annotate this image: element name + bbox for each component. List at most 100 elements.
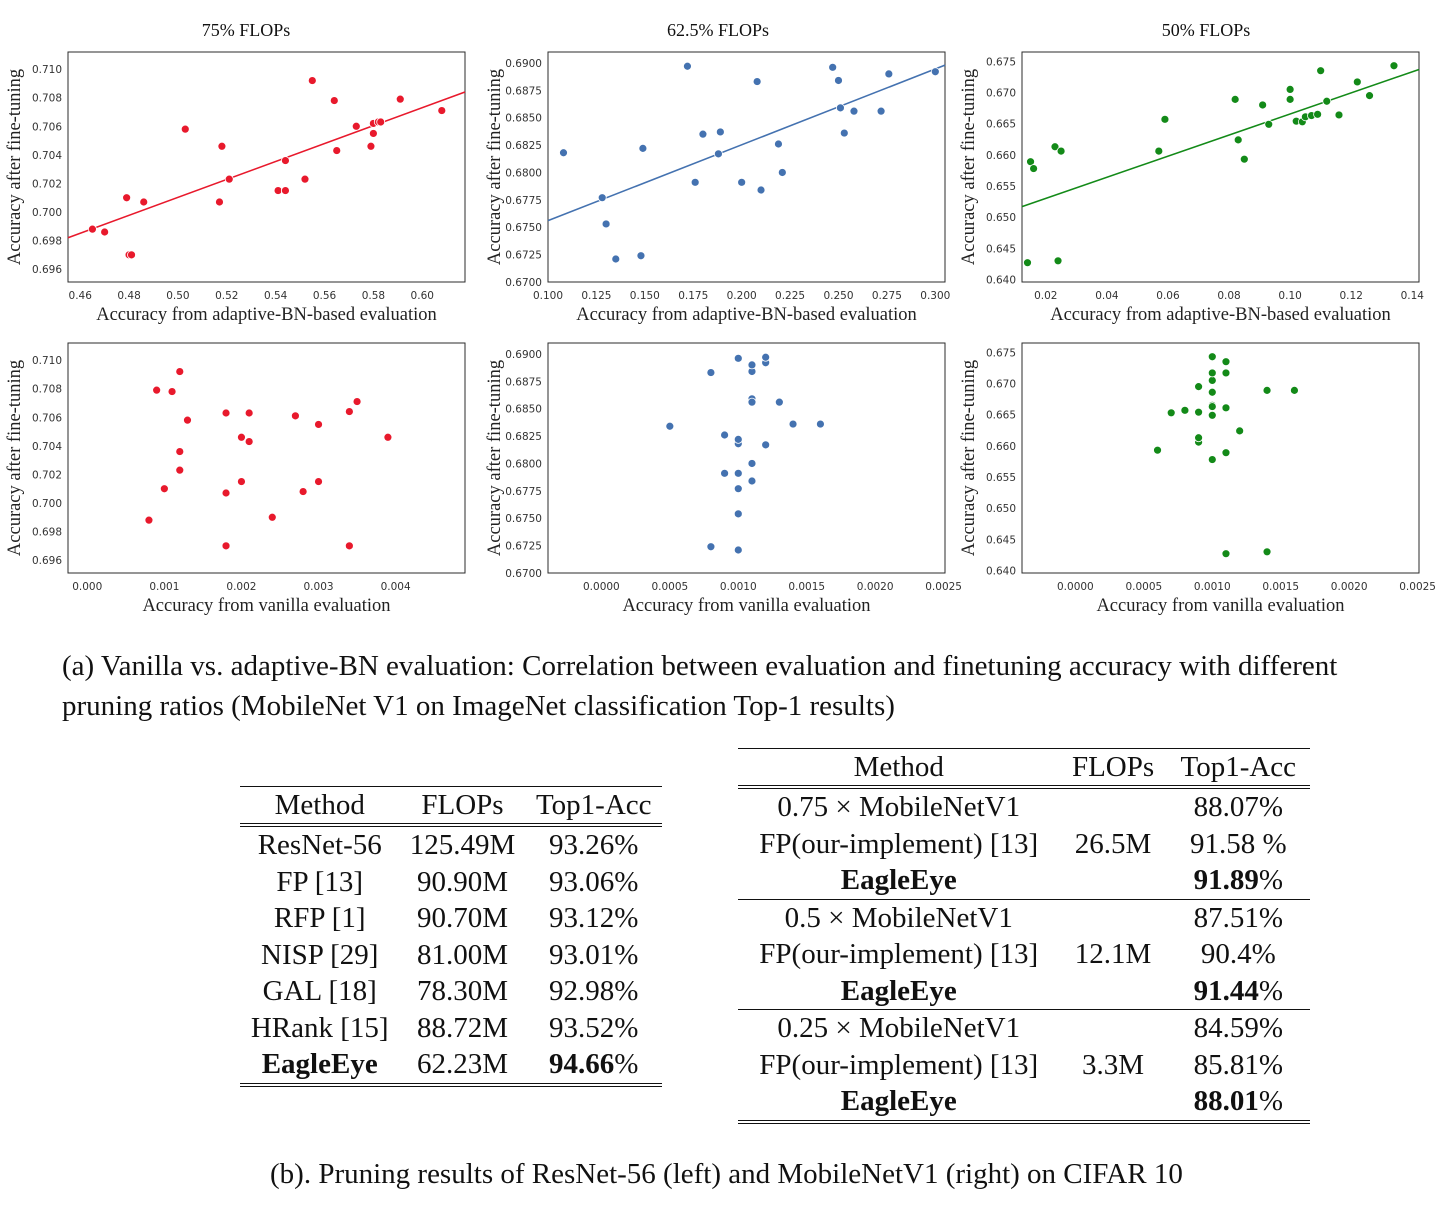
y-tick-label: 0.708 [32,93,62,105]
data-point [273,186,283,195]
y-tick-label: 0.696 [32,555,62,567]
data-point [930,67,940,77]
plot-frame [1021,342,1420,574]
x-tick-label: 0.0000 [583,581,620,593]
flops-cell [1060,1083,1167,1122]
y-axis-label: Accuracy after fine-tuning [959,69,979,265]
x-tick-label: 0.56 [313,290,337,302]
y-tick-label: 0.6750 [505,222,542,234]
data-point [683,61,692,71]
data-point [244,408,254,418]
y-tick-label: 0.6700 [505,568,542,580]
flops-cell [1060,973,1167,1010]
plot-frame [1021,51,1420,283]
scatter-panel-4: 0.000 0.001 0.002 0.003 0.004 0.696 0.698 0.700… [5,342,466,616]
data-point [1322,96,1332,106]
flops-cell: 90.90M [416,865,509,898]
x-tick-label: 0.001 [149,581,179,593]
method-cell: GAL [18] [262,975,377,1008]
y-tick-label: 0.6875 [505,85,542,97]
flops-cell: 26.5M [1074,827,1152,860]
data-point [100,227,110,237]
y-tick-label: 0.6900 [505,58,542,70]
flops-cell [1060,787,1167,826]
data-point [224,174,234,184]
top1-acc-value: 91.44 [1193,974,1259,1007]
top1-acc-cell: 92.98% [549,975,639,1008]
data-point [1221,357,1231,367]
data-point [267,512,277,522]
y-axis-label: Accuracy after fine-tuning [485,69,505,265]
header-method: Method [274,789,365,821]
x-tick-label: 0.300 [920,290,950,302]
data-point [774,139,783,149]
y-tick-label: 0.6800 [505,167,542,179]
data-point [221,541,231,551]
flops-cell: 78.30M [416,975,509,1008]
correlation-figure: 75% FLOPs 62.5% FLOPs 50% FLOPs 0.46 0.48… [5,20,1436,616]
data-point [221,408,231,418]
table-header-row: Method FLOPs Top1-Acc [738,749,1310,787]
flops-cell: 88.72M [416,1011,509,1044]
percent-sign: % [1258,864,1283,897]
y-tick-label: 0.650 [986,212,1016,224]
x-tick-label: 0.003 [304,581,334,593]
data-point [761,440,771,450]
x-tick-label: 0.14 [1401,290,1425,302]
data-point [1290,385,1299,395]
x-tick-label: 0.004 [381,581,411,593]
data-point [1207,402,1217,411]
x-tick-label: 0.0005 [1125,581,1162,593]
data-point [1207,455,1217,464]
y-tick-label: 0.704 [32,150,62,162]
y-tick-label: 0.6725 [505,541,542,553]
data-point [752,77,762,86]
data-point [849,106,859,116]
table-header-row: Method FLOPs Top1-Acc [240,787,662,825]
data-point [1050,142,1060,152]
data-point [747,459,757,468]
x-tick-label: 0.275 [872,290,902,302]
data-point [1389,61,1399,71]
x-axis-label: Accuracy from adaptive-BN-based evaluati… [96,305,437,325]
y-tick-label: 0.6850 [505,113,542,125]
method-cell: FP(our-implement) [13] [759,827,1039,860]
percent-sign: % [614,1048,639,1081]
y-tick-label: 0.6850 [505,404,542,416]
data-point [715,127,725,137]
y-tick-label: 0.706 [32,412,62,424]
y-tick-label: 0.655 [986,472,1016,484]
data-point [774,397,784,407]
data-point [1056,146,1066,156]
data-point [1352,77,1362,87]
data-point [761,352,771,362]
data-point [300,174,310,184]
y-tick-label: 0.660 [986,150,1016,162]
data-point [180,124,190,134]
data-point [159,484,169,494]
y-axis-label: Accuracy after fine-tuning [5,360,25,556]
data-point [332,146,342,155]
data-point [601,219,611,229]
data-point [1023,258,1032,268]
header-method: Method [853,751,944,783]
table-row: HRank [15] 88.72M 93.52% [240,1010,662,1047]
method-cell: HRank [15] [250,1011,389,1044]
data-point [1221,403,1231,413]
x-tick-label: 0.100 [533,290,563,302]
table-row: 0.75 × MobileNetV1 88.07% [738,787,1310,826]
data-point [747,360,757,370]
data-point [1029,164,1039,173]
header-top1-acc: Top1-Acc [535,789,652,821]
x-tick-label: 0.0020 [857,581,894,593]
x-axis-label: Accuracy from vanilla evaluation [1096,596,1344,616]
data-point [747,476,757,486]
y-tick-label: 0.6900 [505,349,542,361]
header-flops: FLOPs [421,789,504,821]
data-point [1194,382,1203,392]
x-tick-label: 0.06 [1156,290,1180,302]
x-axis-label: Accuracy from adaptive-BN-based evaluati… [576,305,917,325]
data-point [152,385,162,395]
data-point [175,465,185,475]
y-tick-label: 0.702 [32,469,62,481]
